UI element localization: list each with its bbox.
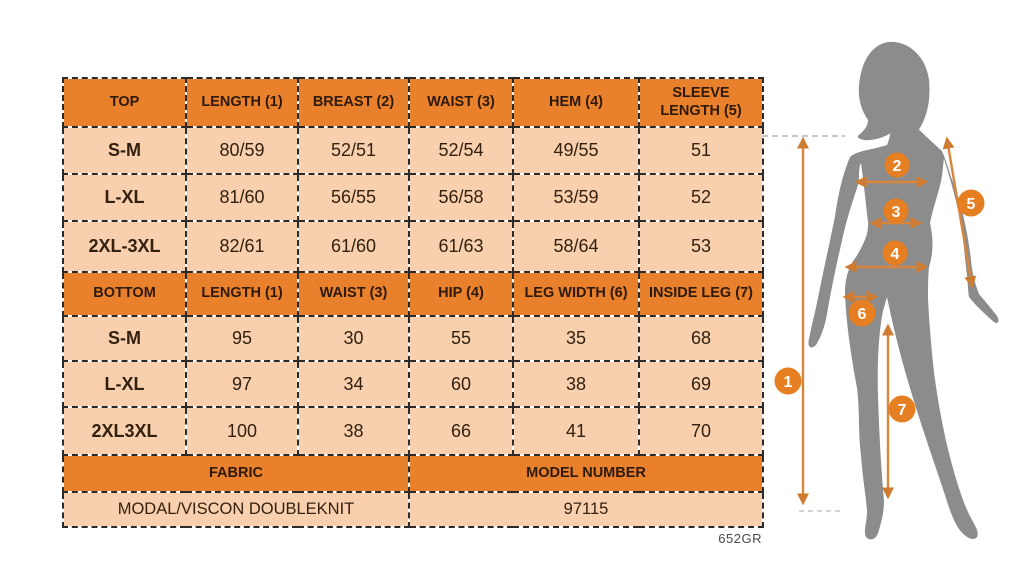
size-cell: 2XL3XL [62,406,187,456]
value-cell: 81/60 [185,173,299,222]
value-cell: 56/55 [297,173,410,222]
marker-circle-3: 3 [883,198,909,224]
table-row: S-M 95 30 55 35 68 [62,315,764,362]
value-cell: 49/55 [512,126,640,175]
header-cell-hip: HIP (4) [408,271,514,317]
model-number-value-cell: 97115 [408,491,764,528]
table-row: S-M 80/59 52/51 52/54 49/55 51 [62,126,764,175]
value-cell: 60 [408,360,514,408]
svg-text:1: 1 [784,374,793,391]
marker-circles: 1 2 3 4 5 6 7 [774,152,985,423]
silhouette-hair [857,41,930,144]
fabric-value-cell: MODAL/VISCON DOUBLEKNIT [62,491,410,528]
header-cell-hem: HEM (4) [512,77,640,128]
top-header-row: TOP LENGTH (1) BREAST (2) WAIST (3) HEM … [62,77,764,128]
header-cell-leg-width: LEG WIDTH (6) [512,271,640,317]
value-cell: 80/59 [185,126,299,175]
value-cell: 70 [638,406,764,456]
svg-text:7: 7 [898,402,907,419]
value-cell: 53 [638,220,764,273]
marker-circle-4: 4 [882,240,908,266]
svg-text:4: 4 [891,246,900,263]
value-cell: 34 [297,360,410,408]
value-cell: 82/61 [185,220,299,273]
header-cell-sleeve-length: SLEEVE LENGTH (5) [638,77,764,128]
product-code: 652GR [718,531,762,546]
header-cell-inside-leg: INSIDE LEG (7) [638,271,764,317]
size-cell: S-M [62,315,187,362]
header-cell-top: TOP [62,77,187,128]
value-cell: 61/60 [297,220,410,273]
size-cell: S-M [62,126,187,175]
table-row: 2XL-3XL 82/61 61/60 61/63 58/64 53 [62,220,764,273]
value-cell: 51 [638,126,764,175]
marker-circle-6: 6 [848,299,876,327]
value-cell: 97 [185,360,299,408]
table-row: 2XL3XL 100 38 66 41 70 [62,406,764,456]
female-silhouette [808,41,999,540]
svg-text:2: 2 [893,158,902,175]
value-cell: 100 [185,406,299,456]
value-cell: 52 [638,173,764,222]
header-cell-bottom-waist: WAIST (3) [297,271,410,317]
size-cell: L-XL [62,173,187,222]
svg-text:3: 3 [892,204,901,221]
footer-header-row: FABRIC MODEL NUMBER [62,454,764,493]
table-row: L-XL 81/60 56/55 56/58 53/59 52 [62,173,764,222]
size-cell: L-XL [62,360,187,408]
bottom-header-row: BOTTOM LENGTH (1) WAIST (3) HIP (4) LEG … [62,271,764,317]
fabric-label-cell: FABRIC [62,454,410,493]
value-cell: 52/54 [408,126,514,175]
svg-text:5: 5 [967,196,976,213]
value-cell: 52/51 [297,126,410,175]
table-row: L-XL 97 34 60 38 69 [62,360,764,408]
value-cell: 53/59 [512,173,640,222]
header-cell-bottom-length: LENGTH (1) [185,271,299,317]
marker-circle-7: 7 [888,395,916,423]
marker-circle-1: 1 [774,367,802,395]
silhouette-body [808,116,999,540]
value-cell: 58/64 [512,220,640,273]
svg-text:6: 6 [858,306,867,323]
measurement-diagram: 1 2 3 4 5 6 7 [762,41,999,540]
value-cell: 41 [512,406,640,456]
value-cell: 38 [512,360,640,408]
size-chart-table: TOP LENGTH (1) BREAST (2) WAIST (3) HEM … [62,77,764,528]
size-cell: 2XL-3XL [62,220,187,273]
sleeve-arrow [942,136,977,289]
header-cell-bottom: BOTTOM [62,271,187,317]
header-cell-top-waist: WAIST (3) [408,77,514,128]
marker-circle-5: 5 [957,189,985,217]
footer-value-row: MODAL/VISCON DOUBLEKNIT 97115 [62,491,764,528]
model-number-label-cell: MODEL NUMBER [408,454,764,493]
header-cell-top-length: LENGTH (1) [185,77,299,128]
value-cell: 69 [638,360,764,408]
value-cell: 30 [297,315,410,362]
value-cell: 61/63 [408,220,514,273]
marker-circle-2: 2 [884,152,910,178]
header-cell-breast: BREAST (2) [297,77,410,128]
value-cell: 68 [638,315,764,362]
value-cell: 95 [185,315,299,362]
value-cell: 55 [408,315,514,362]
value-cell: 56/58 [408,173,514,222]
value-cell: 66 [408,406,514,456]
value-cell: 35 [512,315,640,362]
value-cell: 38 [297,406,410,456]
